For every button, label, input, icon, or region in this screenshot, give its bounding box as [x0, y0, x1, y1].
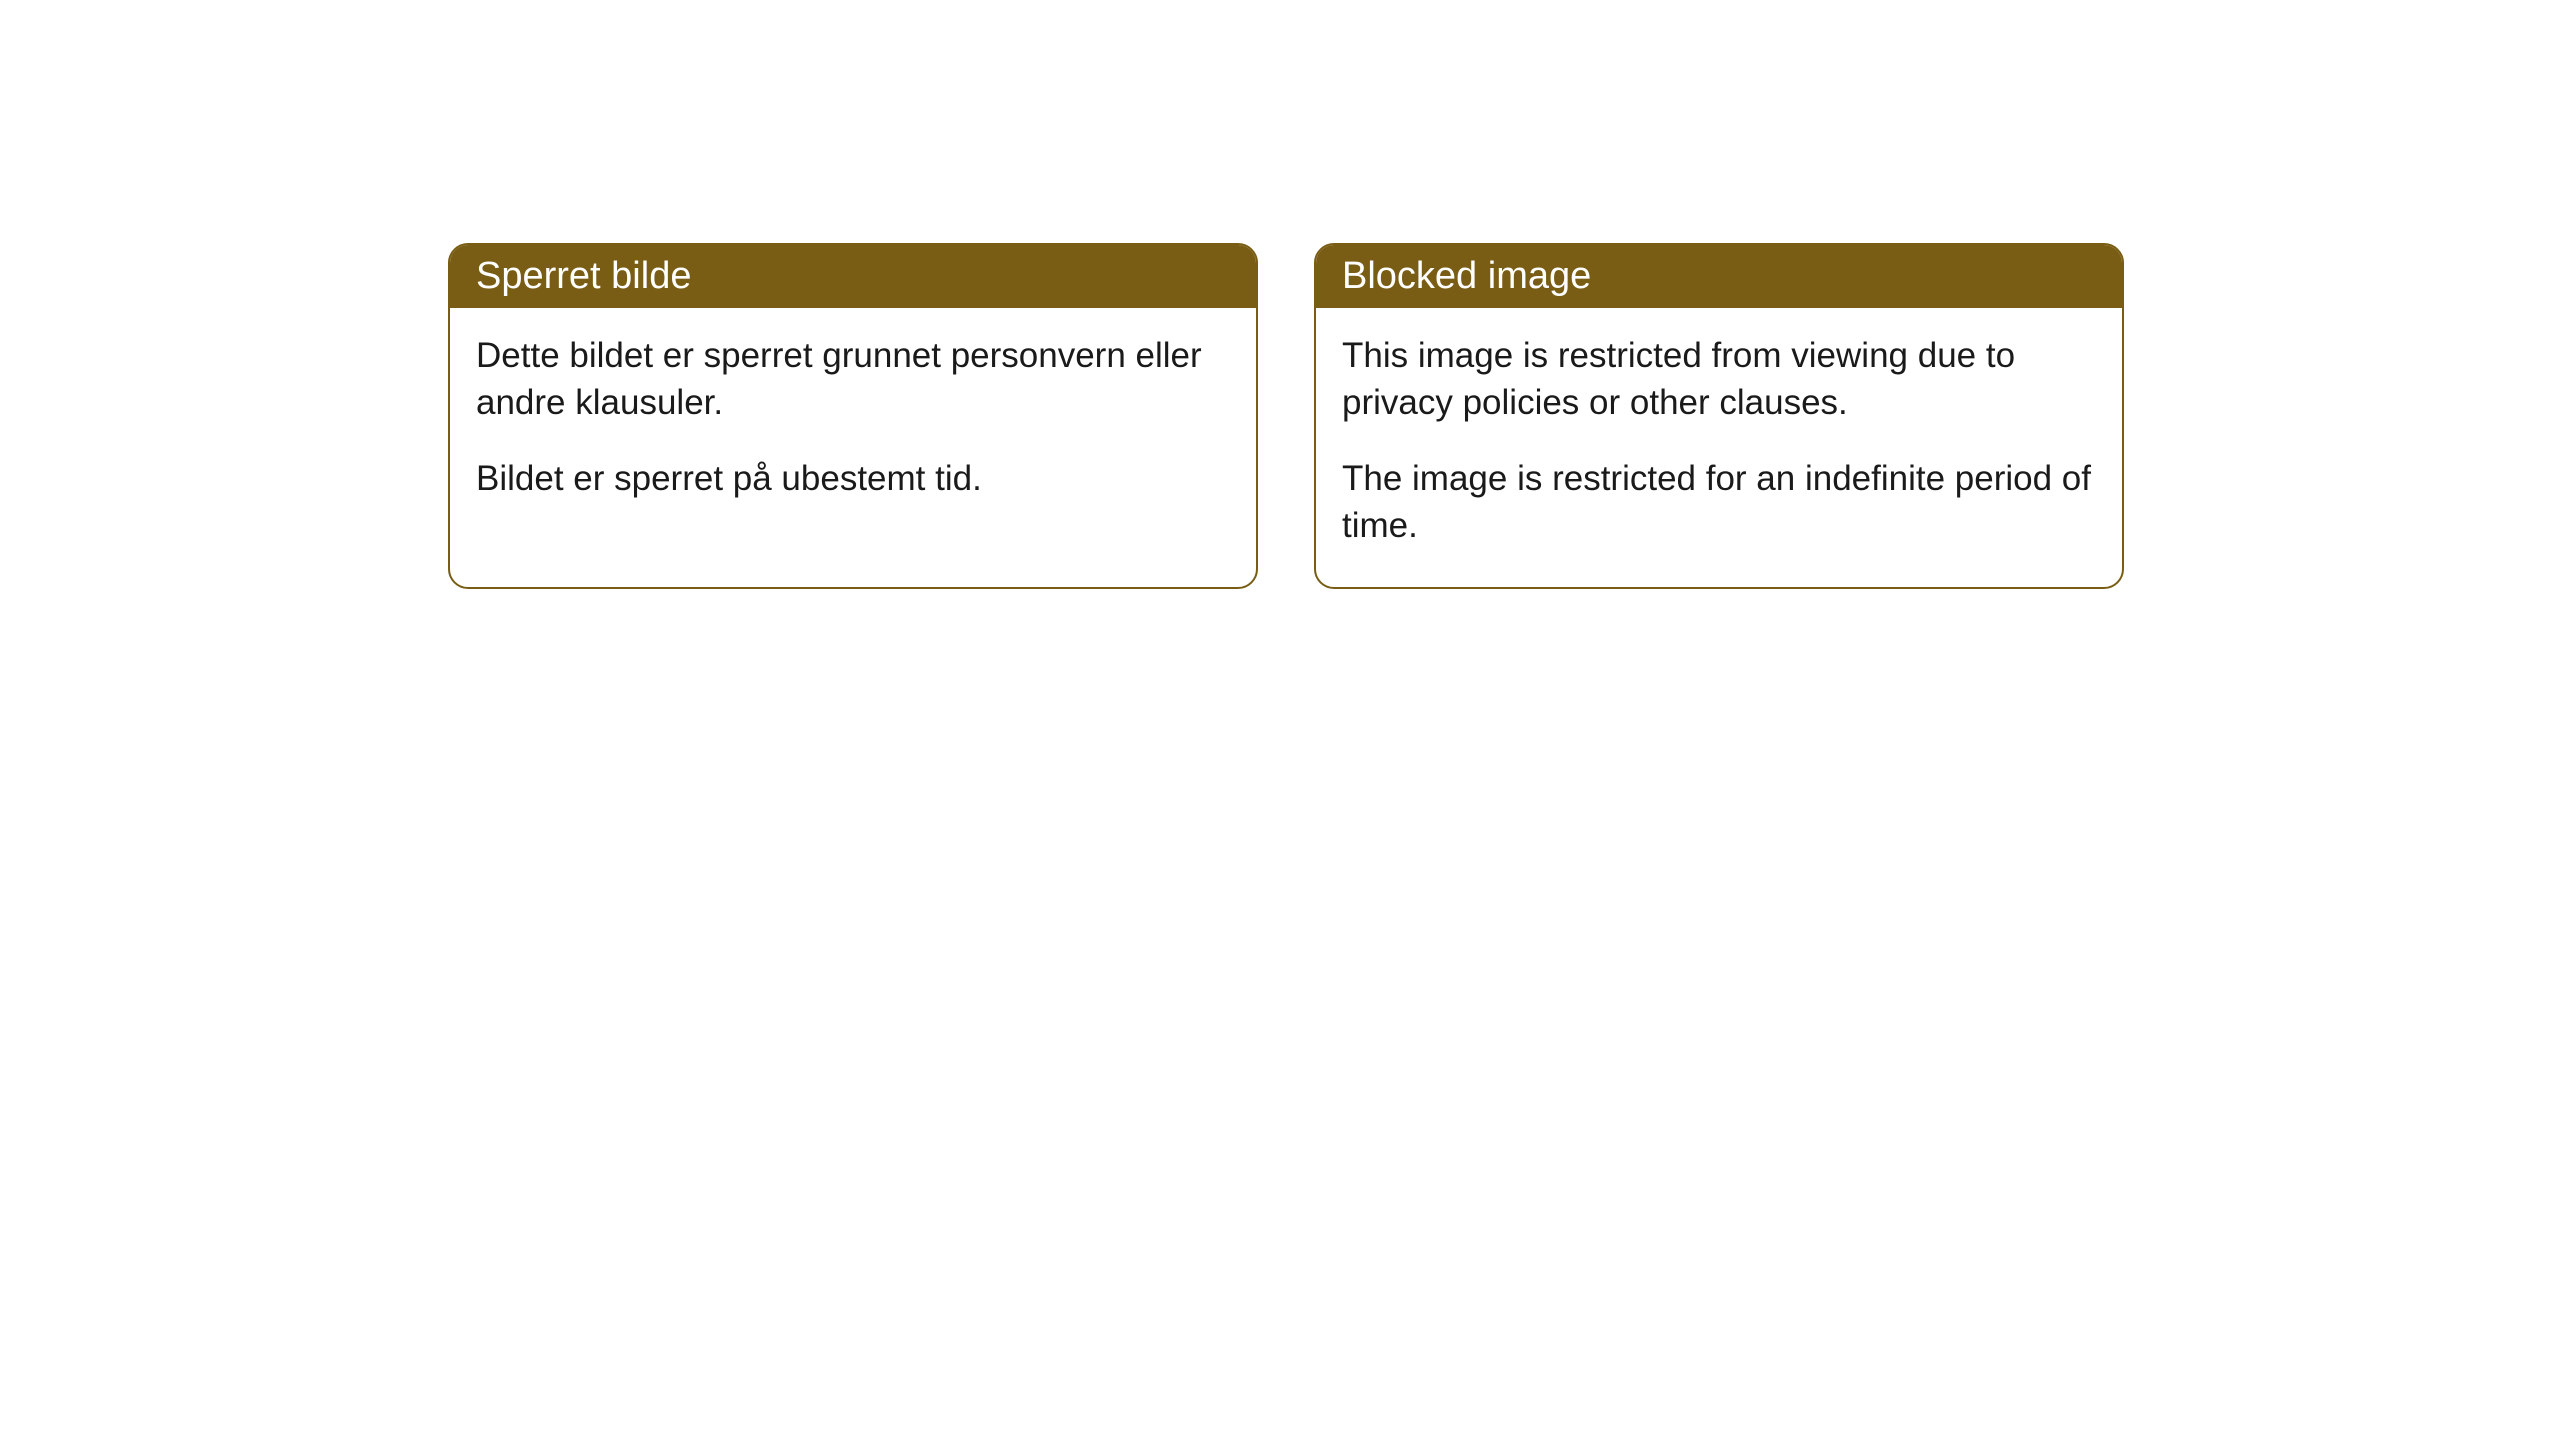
notice-paragraph: The image is restricted for an indefinit… [1342, 455, 2096, 550]
notice-card-english: Blocked image This image is restricted f… [1314, 243, 2124, 589]
notice-paragraph: Dette bildet er sperret grunnet personve… [476, 332, 1230, 427]
notice-cards-container: Sperret bilde Dette bildet er sperret gr… [448, 243, 2124, 589]
notice-card-norwegian: Sperret bilde Dette bildet er sperret gr… [448, 243, 1258, 589]
notice-paragraph: Bildet er sperret på ubestemt tid. [476, 455, 1230, 502]
card-header: Blocked image [1316, 245, 2122, 308]
notice-paragraph: This image is restricted from viewing du… [1342, 332, 2096, 427]
card-body: This image is restricted from viewing du… [1316, 308, 2122, 587]
card-header: Sperret bilde [450, 245, 1256, 308]
card-body: Dette bildet er sperret grunnet personve… [450, 308, 1256, 540]
